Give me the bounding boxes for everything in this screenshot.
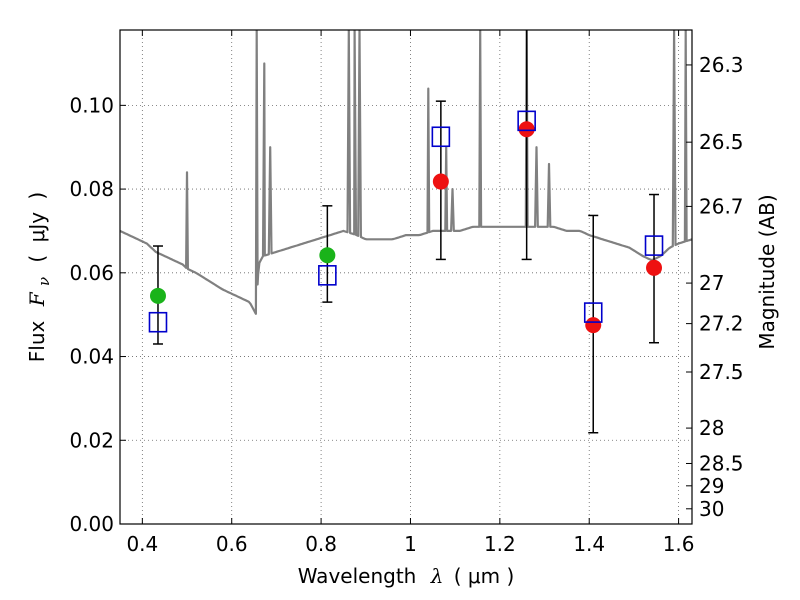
y-axis-label-text: Flux (25, 321, 49, 363)
x-tick-label: 0.8 (305, 532, 337, 556)
magnitude-tick-label: 27.5 (699, 360, 744, 384)
photometry-markers (148, 110, 664, 334)
y-axis-label-close: ) (25, 192, 49, 200)
magnitude-tick-label: 26.5 (699, 130, 744, 154)
y-tick-label: 0.02 (69, 428, 114, 452)
photometry-circle (149, 287, 166, 304)
magnitude-axis-label: Magnitude (AB) (755, 194, 779, 349)
magnitude-tick-label: 28 (699, 416, 724, 440)
y-tick-label: 0.10 (69, 93, 114, 117)
x-tick-label: 0.6 (216, 532, 248, 556)
y-axis-label-open: ( (25, 255, 49, 263)
model-photometry-square (431, 126, 451, 148)
magnitude-tick-label: 27 (699, 271, 724, 295)
model-spectrum (120, 30, 692, 315)
y-axis-label-symbol: F (25, 291, 49, 307)
y-axis-label-unit: μJy (25, 212, 49, 243)
x-tick-label: 1.4 (573, 532, 605, 556)
magnitude-tick-label: 30 (699, 497, 724, 521)
x-tick-label: 0.4 (126, 532, 158, 556)
axis-ticks: 0.4 0.6 0.8 1 1.2 1.4 1.6 0.00 0.02 0.04 0.06 0.08 0… (69, 30, 744, 556)
grid-lines (120, 30, 692, 525)
photometry-circle (432, 173, 449, 190)
photometry-circle (518, 121, 535, 138)
model-spectrum-line (120, 30, 692, 315)
model-photometry-square (517, 110, 536, 132)
model-photometry-square (583, 302, 603, 323)
x-axis-label-open: ( (454, 564, 462, 588)
plot-frame (119, 29, 693, 525)
x-axis-label-symbol: λ (430, 564, 444, 588)
magnitude-tick-label: 26.3 (699, 53, 744, 77)
y-tick-label: 0.06 (69, 261, 114, 285)
x-axis-label-close: ) (507, 564, 515, 588)
photometry-circle (319, 247, 336, 264)
y-axis-label: Flux F ν ( μJy ) (25, 192, 54, 362)
x-axis-label-unit: μm (468, 564, 500, 588)
magnitude-tick-label: 26.7 (699, 194, 744, 218)
photometry-circle (585, 317, 602, 334)
x-axis-label-text: Wavelength (298, 564, 417, 588)
x-tick-label: 1.6 (663, 532, 695, 556)
magnitude-tick-label: 29 (699, 474, 724, 498)
y-tick-label: 0.04 (69, 345, 114, 369)
y-axis-label-subscript: ν (35, 277, 53, 286)
model-photometry-square (148, 311, 168, 333)
model-photometry-square (644, 235, 664, 256)
y-tick-label: 0.08 (69, 177, 114, 201)
magnitude-tick-label: 28.5 (699, 451, 744, 475)
model-photometry-square (318, 265, 337, 286)
photometry-circle (646, 259, 663, 276)
x-tick-label: 1.2 (484, 532, 516, 556)
x-tick-label: 1 (404, 532, 417, 556)
x-axis-label: Wavelength λ ( μm ) (298, 564, 515, 588)
y-tick-label: 0.00 (69, 512, 114, 536)
magnitude-tick-label: 27.2 (699, 312, 744, 336)
